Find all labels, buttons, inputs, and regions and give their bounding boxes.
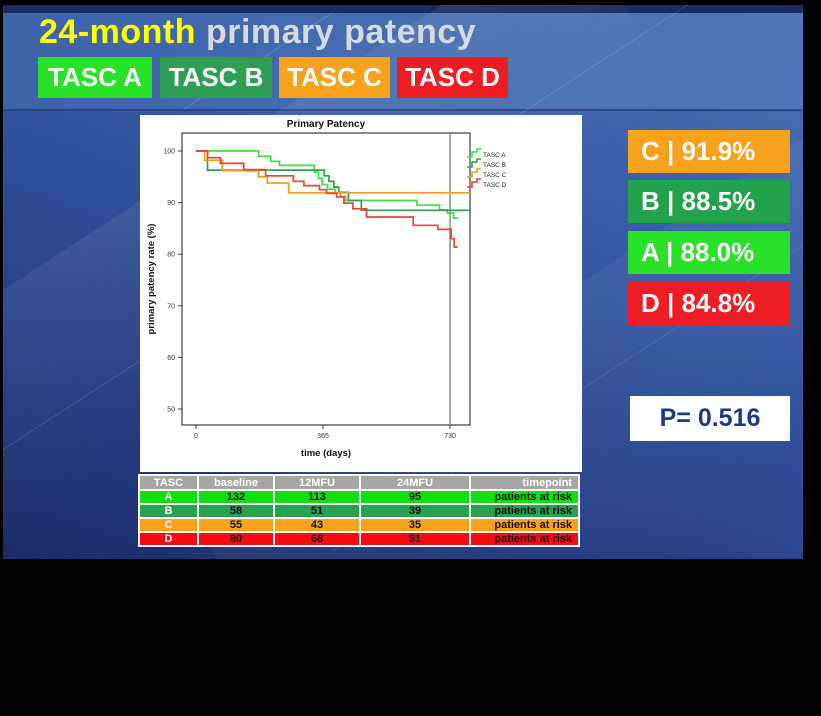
risk-cell: patients at risk bbox=[471, 491, 578, 503]
col-header-tasc: TASC bbox=[140, 476, 197, 489]
risk-cell: 113 bbox=[275, 491, 359, 503]
risk-cell: 51 bbox=[361, 533, 469, 545]
page-title: 24-month primary patency bbox=[39, 13, 476, 52]
tasc-b-chip: TASC B bbox=[160, 57, 272, 98]
p-value-box: P= 0.516 bbox=[630, 396, 790, 441]
risk-cell: patients at risk bbox=[471, 505, 578, 517]
risk-cell: C bbox=[140, 519, 197, 531]
risk-cell: 95 bbox=[361, 491, 469, 503]
risk-table-header-row: TASC baseline 12MFU 24MFU timepoint bbox=[140, 476, 578, 489]
result-badge-c: C | 91.9% bbox=[628, 130, 790, 173]
chart-panel: 100 90 80 70 60 50 0 365 730 Primary Patency time … bbox=[140, 115, 582, 472]
tasc-c-chip: TASC C bbox=[279, 57, 390, 98]
result-badge-d: D | 84.8% bbox=[628, 282, 790, 325]
risk-row-a: A 132 113 95 patients at risk bbox=[140, 491, 578, 503]
svg-text:70: 70 bbox=[167, 303, 175, 310]
risk-table: TASC baseline 12MFU 24MFU timepoint A 132 113 9… bbox=[138, 474, 580, 547]
risk-cell: 58 bbox=[199, 505, 273, 517]
risk-cell: D bbox=[140, 533, 197, 545]
title-rest bbox=[196, 13, 206, 51]
result-badge-a: A | 88.0% bbox=[628, 231, 790, 274]
svg-text:80: 80 bbox=[167, 252, 175, 259]
col-header-timepoint: timepoint bbox=[471, 476, 578, 489]
risk-row-c: C 55 43 35 patients at risk bbox=[140, 519, 578, 531]
col-header-24mfu: 24MFU bbox=[361, 476, 469, 489]
risk-cell: 55 bbox=[199, 519, 273, 531]
tasc-a-chip: TASC A bbox=[38, 57, 152, 98]
risk-cell: 43 bbox=[275, 519, 359, 531]
p-value-text: P= 0.516 bbox=[659, 404, 761, 432]
risk-cell: 39 bbox=[361, 505, 469, 517]
risk-cell: 35 bbox=[361, 519, 469, 531]
svg-text:730: 730 bbox=[444, 433, 456, 440]
svg-text:100: 100 bbox=[163, 149, 175, 156]
risk-table-body: A 132 113 95 patients at risk B 58 51 39 patients… bbox=[140, 491, 578, 545]
svg-text:TASC D: TASC D bbox=[483, 182, 507, 189]
risk-cell: 80 bbox=[199, 533, 273, 545]
svg-text:90: 90 bbox=[167, 200, 175, 207]
svg-text:primary patency rate (%): primary patency rate (%) bbox=[146, 224, 157, 335]
slide-background: 24-month primary patency TASC A TASC B T… bbox=[3, 5, 803, 559]
svg-text:365: 365 bbox=[317, 433, 329, 440]
risk-cell: B bbox=[140, 505, 197, 517]
tasc-d-chip: TASC D bbox=[397, 57, 508, 98]
title-text: primary patency bbox=[205, 13, 477, 51]
risk-cell: patients at risk bbox=[471, 519, 578, 531]
svg-text:0: 0 bbox=[194, 433, 198, 440]
risk-cell: A bbox=[140, 491, 197, 503]
km-chart: 100 90 80 70 60 50 0 365 730 Primary Patency time … bbox=[146, 119, 507, 459]
risk-row-b: B 58 51 39 patients at risk bbox=[140, 505, 578, 517]
risk-cell: 51 bbox=[275, 505, 359, 517]
col-header-baseline: baseline bbox=[199, 476, 273, 489]
top-strip bbox=[3, 5, 803, 13]
svg-text:time (days): time (days) bbox=[301, 448, 351, 459]
risk-row-d: D 80 68 51 patients at risk bbox=[140, 533, 578, 545]
title-highlight: 24-month bbox=[39, 13, 196, 51]
col-header-12mfu: 12MFU bbox=[275, 476, 359, 489]
svg-text:Primary Patency: Primary Patency bbox=[287, 119, 366, 130]
risk-cell: patients at risk bbox=[471, 533, 578, 545]
risk-cell: 68 bbox=[275, 533, 359, 545]
svg-text:60: 60 bbox=[167, 355, 175, 362]
svg-text:TASC B: TASC B bbox=[483, 162, 506, 169]
result-badge-b: B | 88.5% bbox=[628, 180, 790, 223]
svg-text:50: 50 bbox=[167, 407, 175, 414]
risk-cell: 132 bbox=[199, 491, 273, 503]
svg-text:TASC C: TASC C bbox=[483, 172, 507, 179]
svg-text:TASC A: TASC A bbox=[483, 152, 506, 159]
